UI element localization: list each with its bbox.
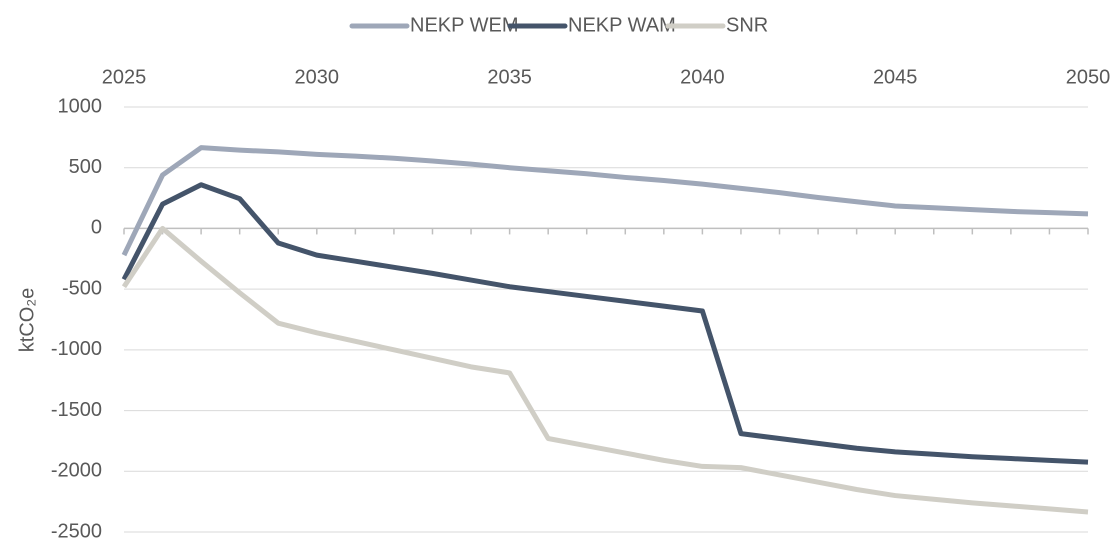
x-tick-label: 2050 [1066, 66, 1111, 88]
y-tick-label: -1000 [51, 338, 102, 360]
line-series [121, 145, 1089, 257]
x-tick-label: 2030 [295, 66, 340, 88]
x-tick-label: 2045 [873, 66, 918, 88]
y-tick-label: 0 [91, 217, 102, 239]
y-tick-label: 500 [69, 156, 102, 178]
x-tick-label: 2025 [102, 66, 147, 88]
x-tick-label: 2040 [680, 66, 725, 88]
line-series [121, 225, 1089, 515]
legend-label: NEKP WAM [568, 14, 676, 36]
legend-label: NEKP WEM [410, 14, 519, 36]
line-series [121, 182, 1089, 465]
y-tick-label: -2000 [51, 460, 102, 482]
y-tick-label: 1000 [58, 95, 103, 117]
y-tick-label: -2500 [51, 520, 102, 540]
y-tick-label: -1500 [51, 399, 102, 421]
legend-label: SNR [726, 14, 768, 36]
y-axis-label: ktCO₂e [16, 288, 38, 352]
x-tick-label: 2035 [487, 66, 532, 88]
y-tick-label: -500 [62, 277, 102, 299]
